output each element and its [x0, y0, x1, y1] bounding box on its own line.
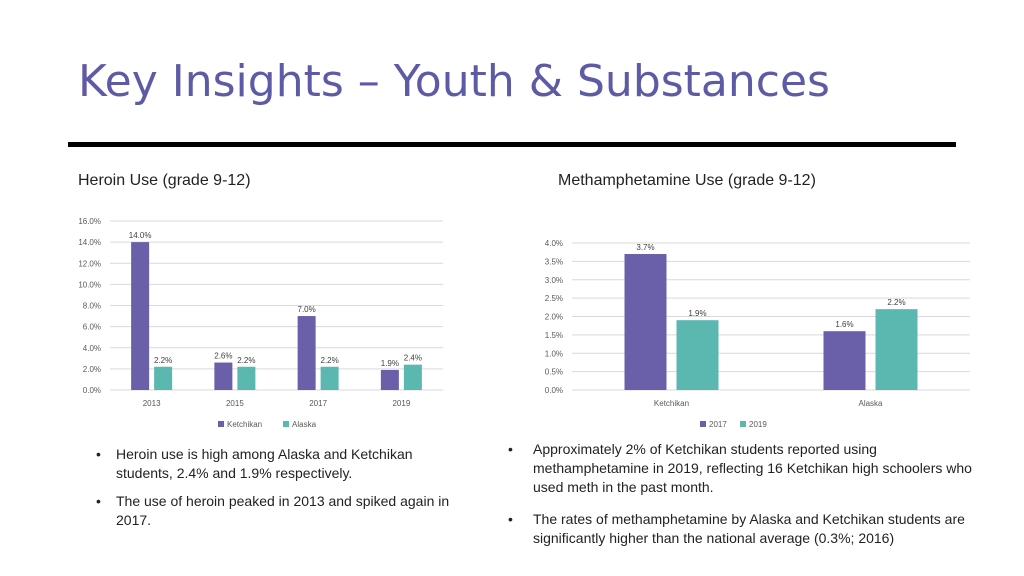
y-tick-label: 1.0% — [545, 349, 563, 358]
bar-alaska — [237, 366, 256, 390]
x-tick-label: 2015 — [226, 399, 244, 408]
heroin-chart-svg: 0.0% 2.0% 4.0% 6.0% 8.0% 10.0% 12.0% 14.0% 16.0%… — [78, 217, 443, 429]
x-tick-label: 2013 — [143, 399, 161, 408]
data-label: 2.6% — [214, 352, 232, 361]
list-item: • The rates of methamphetamine by Alaska… — [508, 510, 988, 548]
bar-alaska — [154, 366, 173, 390]
bar-2017 — [624, 254, 667, 390]
bar-2019 — [875, 309, 918, 390]
bullet-text: Heroin use is high among Alaska and Ketc… — [116, 446, 413, 481]
page-title: Key Insights – Youth & Substances — [78, 56, 830, 107]
legend-label: Ketchikan — [227, 420, 262, 429]
bar-ketchikan — [297, 316, 316, 390]
data-label: 2.2% — [887, 298, 905, 307]
y-tick-label: 1.5% — [545, 331, 563, 340]
data-label: 14.0% — [129, 231, 152, 240]
y-tick-label: 3.5% — [545, 257, 563, 266]
y-tick-label: 16.0% — [78, 217, 101, 226]
x-tick-label: 2019 — [392, 399, 410, 408]
bar-ketchikan — [380, 369, 399, 390]
bar-2019 — [676, 320, 719, 390]
legend-label: Alaska — [292, 420, 317, 429]
bullet-text: The use of heroin peaked in 2013 and spi… — [116, 493, 450, 528]
data-label: 1.6% — [835, 320, 853, 329]
bar-2017 — [823, 331, 866, 390]
data-label: 1.9% — [381, 359, 399, 368]
list-item: • Heroin use is high among Alaska and Ke… — [96, 445, 471, 483]
y-tick-label: 10.0% — [78, 280, 101, 289]
data-label: 1.9% — [688, 309, 706, 318]
y-tick-label: 8.0% — [83, 302, 101, 311]
meth-chart-title: Methamphetamine Use (grade 9-12) — [558, 172, 816, 189]
bullet-glyph: • — [508, 511, 513, 527]
heroin-chart: 0.0% 2.0% 4.0% 6.0% 8.0% 10.0% 12.0% 14.0% 16.0%… — [68, 205, 448, 435]
heroin-bullets: • Heroin use is high among Alaska and Ke… — [96, 445, 471, 539]
meth-chart: 0.0% 0.5% 1.0% 1.5% 2.0% 2.5% 3.0% 3.5% 4.0% 3.7%… — [530, 228, 980, 435]
legend-swatch — [740, 421, 746, 427]
x-tick-label: Alaska — [858, 399, 883, 408]
y-tick-label: 4.0% — [545, 239, 563, 248]
data-label: 7.0% — [298, 305, 316, 314]
y-tick-label: 4.0% — [83, 344, 101, 353]
y-tick-label: 0.5% — [545, 368, 563, 377]
bullet-glyph: • — [96, 493, 101, 509]
bullet-glyph: • — [508, 441, 513, 457]
y-tick-label: 2.0% — [545, 313, 563, 322]
legend-swatch — [700, 421, 706, 427]
y-tick-label: 6.0% — [83, 323, 101, 332]
bullet-text: Approximately 2% of Ketchikan students r… — [533, 441, 972, 495]
bullet-text: The rates of methamphetamine by Alaska a… — [533, 511, 965, 546]
legend-label: 2017 — [709, 420, 727, 429]
data-label: 2.4% — [404, 354, 422, 363]
x-tick-label: Ketchikan — [654, 399, 689, 408]
y-tick-label: 2.5% — [545, 294, 563, 303]
title-divider — [68, 142, 956, 147]
legend-swatch — [218, 421, 224, 427]
y-tick-label: 2.0% — [83, 365, 101, 374]
meth-bullets: • Approximately 2% of Ketchikan students… — [508, 440, 988, 557]
y-tick-label: 12.0% — [78, 259, 101, 268]
data-label: 3.7% — [636, 243, 654, 252]
list-item: • Approximately 2% of Ketchikan students… — [508, 440, 988, 497]
bar-ketchikan — [214, 362, 233, 390]
bar-alaska — [403, 364, 422, 390]
y-tick-label: 3.0% — [545, 276, 563, 285]
data-label: 2.2% — [237, 356, 255, 365]
list-item: • The use of heroin peaked in 2013 and s… — [96, 492, 471, 530]
y-tick-label: 14.0% — [78, 238, 101, 247]
meth-chart-svg: 0.0% 0.5% 1.0% 1.5% 2.0% 2.5% 3.0% 3.5% 4.0% 3.7%… — [545, 239, 970, 429]
legend-swatch — [283, 421, 289, 427]
legend-label: 2019 — [749, 420, 767, 429]
x-tick-label: 2017 — [309, 399, 327, 408]
y-tick-label: 0.0% — [545, 386, 563, 395]
bar-alaska — [320, 366, 339, 390]
bar-ketchikan — [131, 242, 150, 390]
data-label: 2.2% — [321, 356, 339, 365]
bullet-glyph: • — [96, 446, 101, 462]
y-tick-label: 0.0% — [83, 386, 101, 395]
data-label: 2.2% — [154, 356, 172, 365]
heroin-chart-title: Heroin Use (grade 9-12) — [78, 172, 251, 189]
